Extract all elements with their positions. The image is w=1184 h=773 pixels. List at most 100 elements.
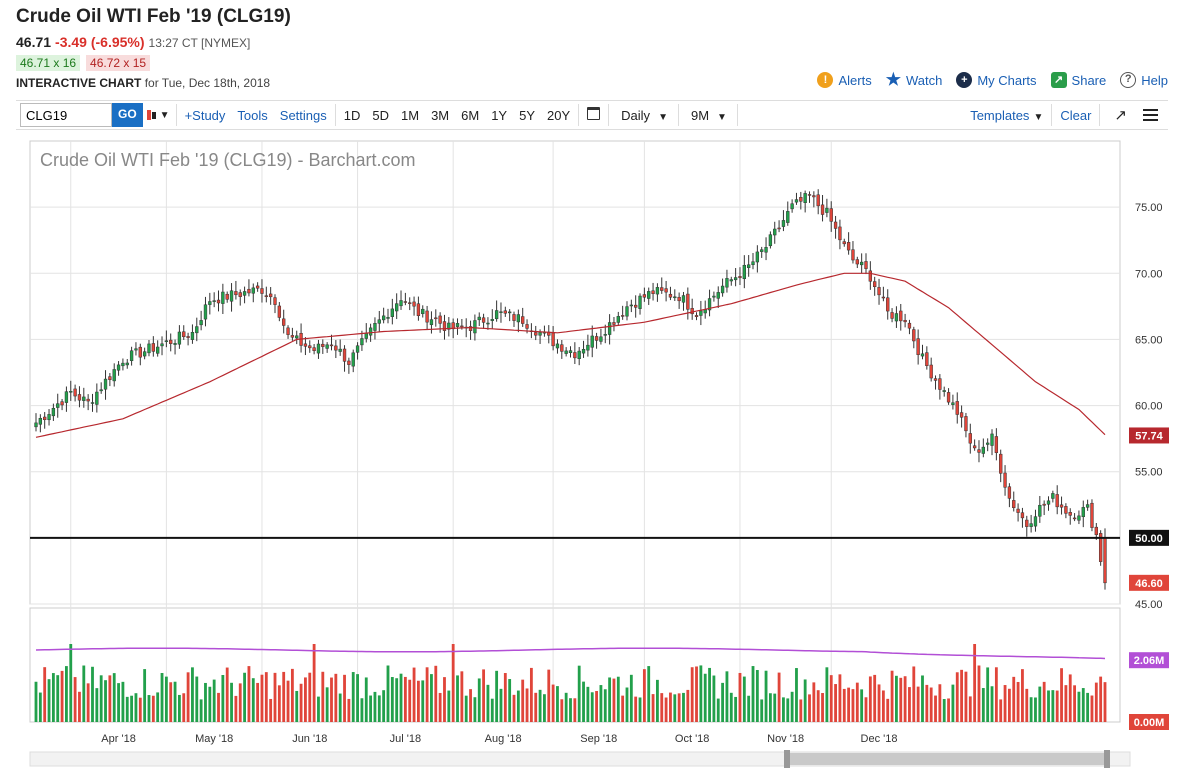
volume-bar bbox=[416, 680, 420, 722]
volume-bar bbox=[460, 671, 464, 722]
volume-bar bbox=[238, 683, 242, 722]
range-20y-button[interactable]: 20Y bbox=[547, 107, 571, 123]
volume-bar bbox=[1068, 674, 1072, 722]
tools-button[interactable]: Tools bbox=[237, 107, 268, 123]
volume-bar bbox=[1025, 688, 1029, 722]
volume-bar bbox=[60, 670, 64, 722]
span-value: 9M bbox=[690, 107, 710, 123]
volume-bar bbox=[534, 692, 538, 722]
candle-body bbox=[560, 344, 564, 352]
price-tick-label: 60.00 bbox=[1135, 401, 1163, 413]
candle-body bbox=[1029, 523, 1033, 527]
share-link[interactable]: ↗ Share bbox=[1050, 72, 1106, 88]
volume-bar bbox=[986, 667, 990, 722]
candle-body bbox=[751, 261, 755, 266]
candle-body bbox=[733, 277, 738, 281]
candle-body bbox=[972, 445, 977, 449]
volume-bar bbox=[1007, 688, 1011, 722]
clear-button[interactable]: Clear bbox=[1060, 107, 1092, 123]
templates-button[interactable]: Templates ▼ bbox=[964, 108, 1049, 123]
candle-body bbox=[503, 310, 507, 314]
candle-body bbox=[964, 416, 968, 432]
candle-body bbox=[182, 331, 186, 338]
range-1d-button[interactable]: 1D bbox=[343, 107, 361, 123]
price-tick-label: 70.00 bbox=[1135, 268, 1163, 280]
candle-body bbox=[620, 315, 625, 317]
candle-body bbox=[1068, 512, 1072, 516]
menu-icon[interactable] bbox=[1143, 109, 1158, 121]
chart-label: INTERACTIVE CHART bbox=[16, 76, 142, 90]
candle-body bbox=[82, 396, 86, 401]
candle-body bbox=[399, 300, 403, 307]
volume-bar bbox=[921, 675, 924, 722]
help-link[interactable]: ? Help bbox=[1120, 72, 1168, 88]
candle-body bbox=[1085, 504, 1090, 508]
candle-body bbox=[929, 364, 933, 379]
candle-body bbox=[586, 344, 590, 351]
volume-bar bbox=[616, 676, 620, 722]
range-1y-button[interactable]: 1Y bbox=[491, 107, 508, 123]
symbol-input[interactable] bbox=[20, 103, 112, 127]
candle-body bbox=[568, 350, 573, 354]
range-1m-button[interactable]: 1M bbox=[401, 107, 420, 123]
period-select[interactable]: Daily ▼ bbox=[611, 108, 676, 123]
volume-bar bbox=[864, 697, 868, 722]
candle-body bbox=[707, 298, 712, 311]
expand-button[interactable]: ↗ bbox=[1108, 106, 1133, 124]
volume-bar bbox=[373, 691, 377, 722]
range-5y-button[interactable]: 5Y bbox=[519, 107, 536, 123]
volume-bar bbox=[325, 687, 329, 722]
candle-body bbox=[381, 315, 386, 321]
volume-bar bbox=[782, 697, 785, 722]
candle-icon-dark bbox=[151, 111, 156, 119]
volume-bar bbox=[108, 675, 112, 722]
candle-body bbox=[516, 314, 521, 323]
candle-icon-red bbox=[146, 110, 151, 120]
volume-bar bbox=[868, 676, 872, 722]
volume-bar bbox=[104, 680, 107, 722]
star-icon: ★ bbox=[885, 70, 901, 89]
candle-body bbox=[247, 288, 251, 294]
candle-body bbox=[851, 249, 855, 261]
volume-bar bbox=[1012, 676, 1016, 722]
volume-bar bbox=[1081, 688, 1085, 722]
volume-bar bbox=[173, 681, 177, 722]
candle-body bbox=[355, 345, 360, 353]
volume-bar bbox=[690, 667, 694, 722]
candle-body bbox=[494, 310, 499, 320]
candle-body bbox=[907, 322, 912, 329]
candle-body bbox=[481, 317, 486, 323]
go-button[interactable]: GO bbox=[112, 103, 143, 127]
range-3m-button[interactable]: 3M bbox=[431, 107, 450, 123]
candle-body bbox=[1007, 486, 1012, 499]
settings-button[interactable]: Settings bbox=[279, 107, 327, 123]
candle-body bbox=[534, 332, 538, 336]
volume-bar bbox=[855, 682, 859, 722]
study-button[interactable]: +Study bbox=[184, 107, 226, 123]
candle-body bbox=[577, 350, 581, 360]
candle-body bbox=[429, 319, 434, 326]
candle-body bbox=[538, 332, 542, 336]
calendar-button[interactable] bbox=[581, 107, 606, 123]
candle-body bbox=[581, 349, 586, 354]
candle-body bbox=[999, 453, 1003, 474]
candle-body bbox=[164, 340, 169, 342]
support-badge: 50.00 bbox=[1135, 533, 1163, 545]
range-5d-button[interactable]: 5D bbox=[372, 107, 390, 123]
volume-bar bbox=[73, 677, 77, 722]
chart-type-button[interactable]: ▼ bbox=[143, 110, 174, 121]
range-6m-button[interactable]: 6M bbox=[461, 107, 480, 123]
watch-link[interactable]: ★ Watch bbox=[885, 70, 943, 89]
candle-body bbox=[803, 193, 807, 203]
volume-bar bbox=[382, 690, 386, 722]
volume-bar bbox=[812, 682, 816, 722]
volume-bar bbox=[551, 684, 555, 722]
span-select[interactable]: 9M ▼ bbox=[681, 108, 735, 123]
month-label: Aug '18 bbox=[485, 733, 522, 745]
candle-body bbox=[416, 303, 421, 316]
alerts-link[interactable]: ! Alerts bbox=[817, 72, 872, 88]
my-charts-link[interactable]: + My Charts bbox=[956, 72, 1037, 88]
volume-bar bbox=[386, 665, 390, 722]
price-chart[interactable]: 45.00 50.00 55.00 60.00 65.00 70.00 75.00 Apr '… bbox=[0, 130, 1184, 773]
volume-bar bbox=[842, 688, 846, 722]
